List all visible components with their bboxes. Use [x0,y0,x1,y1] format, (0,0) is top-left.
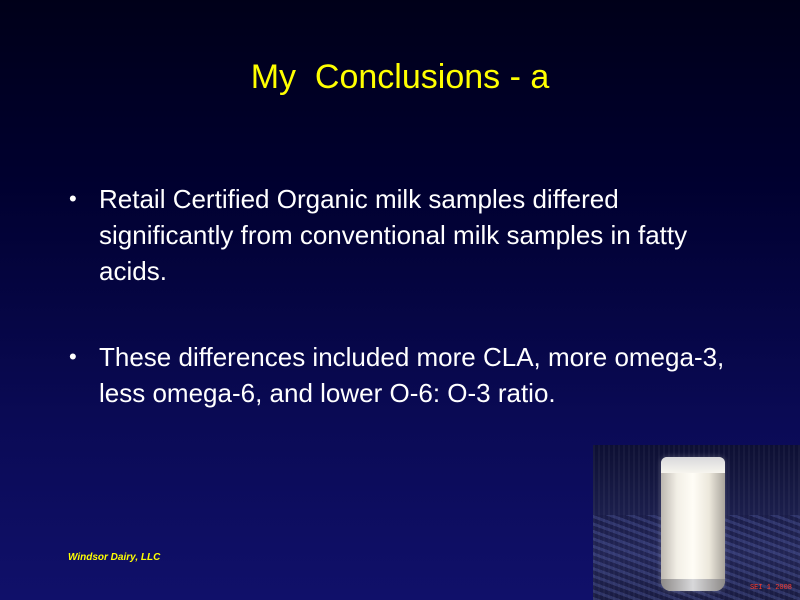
bullet-text: These differences included more CLA, mor… [99,342,725,408]
glass-base [661,579,725,591]
bullet-text: Retail Certified Organic milk samples di… [99,184,688,286]
bullet-item: • Retail Certified Organic milk samples … [66,181,736,289]
slide-title: My Conclusions - a [250,58,550,96]
bullet-marker: • [69,344,77,369]
milk-glass-photo: SEI 1 2008 [593,445,800,600]
photo-date-stamp: SEI 1 2008 [749,584,792,592]
glass-rim [661,457,725,473]
bullet-marker: • [69,186,77,211]
milk-glass-image [661,457,725,591]
bullet-item: • These differences included more CLA, m… [66,339,736,411]
footer-company: Windsor Dairy, LLC [68,552,161,563]
bullet-list: • Retail Certified Organic milk samples … [66,181,736,461]
